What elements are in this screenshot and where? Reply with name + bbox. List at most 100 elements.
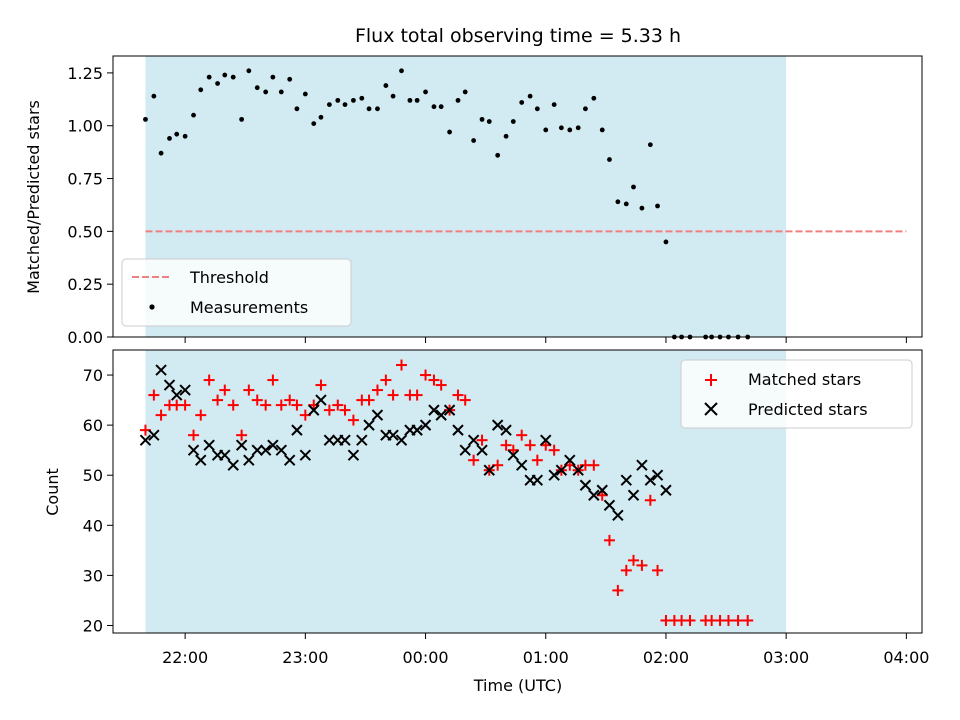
matched-star-point [524, 439, 536, 451]
bottom-y-tick-label: 60 [83, 416, 103, 435]
measurement-point [143, 116, 148, 122]
matched-star-point [243, 384, 255, 396]
measurement-point [479, 116, 485, 122]
measurement-point [294, 106, 300, 112]
x-tick-label: 02:00 [643, 648, 689, 667]
measurement-point [198, 87, 204, 93]
predicted-star-point [187, 444, 200, 456]
predicted-star-point [171, 389, 183, 401]
measurement-point [335, 97, 341, 103]
predicted-star-point [500, 424, 512, 436]
predicted-star-point [620, 474, 632, 486]
measurement-point [639, 205, 645, 211]
predicted-star-point [636, 459, 648, 471]
matched-star-point [332, 399, 344, 411]
matched-star-point [203, 374, 215, 386]
matched-star-point [742, 614, 754, 626]
matched-star-point [148, 389, 160, 401]
legend-matched-label: Matched stars [748, 370, 861, 389]
predicted-star-point [564, 454, 576, 466]
bottom-y-tick-label: 20 [83, 616, 103, 635]
predicted-star-point [507, 449, 519, 461]
bottom-y-tick-label: 30 [83, 566, 103, 585]
predicted-star-point [283, 454, 296, 466]
predicted-star-point [251, 444, 263, 456]
measurement-point [599, 127, 605, 133]
measurement-point [575, 125, 581, 131]
measurement-point [182, 133, 188, 139]
measurement-point [222, 72, 228, 78]
measurement-point [495, 152, 501, 158]
predicted-star-point [443, 404, 456, 416]
measurement-point [438, 104, 444, 110]
x-tick-label: 22:00 [162, 648, 208, 667]
predicted-star-point [579, 479, 592, 491]
top-y-tick-label: 0.50 [67, 222, 103, 241]
measurement-point [318, 114, 324, 120]
predicted-star-point [660, 484, 672, 496]
predicted-star-point [323, 434, 336, 446]
matched-star-point [411, 389, 423, 401]
matched-star-point [652, 564, 664, 576]
predicted-star-point [347, 449, 360, 461]
measurement-point [486, 119, 492, 124]
measurement-point [407, 97, 413, 103]
matched-star-point [420, 369, 432, 381]
matched-star-point [251, 394, 263, 406]
predicted-star-point [195, 454, 207, 466]
measurement-point [631, 184, 636, 190]
predicted-star-point [651, 469, 664, 481]
measurement-point [623, 201, 629, 207]
top-y-tick-label: 0.75 [67, 170, 103, 189]
matched-star-point [347, 414, 359, 426]
matched-star-point [588, 459, 600, 471]
bottom-axes-frame [112, 349, 923, 634]
x-tick-label: 04:00 [883, 648, 929, 667]
matched-star-point [468, 454, 480, 466]
matched-star-point [188, 429, 200, 441]
predicted-star-point [548, 469, 560, 481]
bottom-y-ticks: 20 30 40 50 60 70 [83, 366, 113, 635]
measurement-point [471, 138, 477, 143]
matched-star-point [339, 404, 351, 416]
chart-title: Flux total observing time = 5.33 h [355, 25, 681, 47]
matched-star-point [628, 554, 640, 566]
measurement-point [510, 119, 516, 124]
measurement-point [551, 102, 557, 107]
top-measurement-points [143, 68, 751, 340]
matched-star-point [323, 404, 335, 416]
predicted-star-point [163, 379, 176, 391]
measurement-point [366, 106, 372, 112]
measurement-point [158, 150, 164, 156]
predicted-star-point [356, 434, 368, 446]
matched-star-point [459, 394, 471, 406]
matched-star-point [531, 454, 543, 466]
predicted-star-point [531, 474, 544, 486]
measurement-point [583, 106, 588, 112]
measurement-point [543, 127, 549, 133]
measurement-point [167, 135, 172, 141]
predicted-star-point [603, 499, 616, 511]
measurement-point [151, 93, 157, 99]
top-legend: Threshold Measurements [121, 258, 352, 327]
measurement-point [399, 68, 404, 74]
measurement-point [567, 127, 573, 133]
top-y-tick-label: 1.00 [67, 117, 103, 136]
measurement-point [503, 133, 509, 139]
measurement-point [414, 97, 420, 103]
predicted-star-point [419, 419, 432, 431]
legend-predicted-swatch [704, 402, 718, 416]
measurement-point [375, 106, 380, 112]
top-legend-box [121, 258, 352, 327]
predicted-star-point [435, 409, 447, 421]
measurement-point [455, 97, 461, 103]
measurement-point [215, 81, 220, 86]
top-panel: 0.00 0.25 0.50 0.75 1.00 1.25 Matched/Predict… [24, 55, 923, 347]
top-y-tick-label: 0.00 [67, 328, 103, 347]
legend-measurements-swatch [149, 304, 155, 310]
measurement-point [239, 116, 245, 122]
measurement-point [230, 74, 236, 80]
matched-star-point [612, 584, 624, 596]
top-y-tick-label: 1.25 [67, 64, 103, 83]
bottom-legend-box [680, 359, 913, 429]
